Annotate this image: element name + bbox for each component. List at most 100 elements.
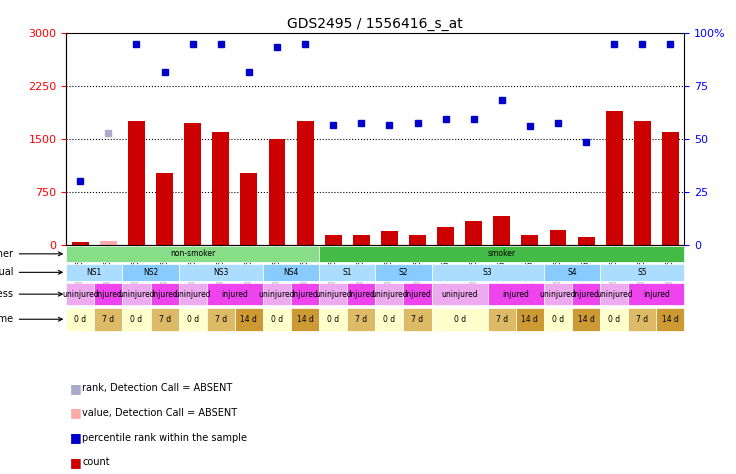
Text: 0 d: 0 d bbox=[383, 315, 395, 324]
Text: S3: S3 bbox=[483, 268, 492, 277]
Text: value, Detection Call = ABSENT: value, Detection Call = ABSENT bbox=[82, 408, 238, 418]
Text: ■: ■ bbox=[70, 406, 82, 419]
Bar bbox=[662, 132, 679, 245]
Text: 0 d: 0 d bbox=[327, 315, 339, 324]
Bar bbox=[347, 308, 375, 330]
Bar bbox=[263, 283, 291, 305]
Text: 0 d: 0 d bbox=[74, 315, 86, 324]
Bar bbox=[431, 264, 544, 281]
Text: injured: injured bbox=[222, 290, 248, 299]
Text: ■: ■ bbox=[70, 382, 82, 395]
Text: ■: ■ bbox=[70, 431, 82, 444]
Bar bbox=[66, 264, 122, 281]
Text: injured: injured bbox=[348, 290, 375, 299]
Bar bbox=[319, 264, 375, 281]
Text: uninjured: uninjured bbox=[118, 290, 155, 299]
Bar bbox=[241, 173, 258, 245]
Bar bbox=[72, 243, 89, 245]
Text: injured: injured bbox=[404, 290, 431, 299]
Text: 0 d: 0 d bbox=[608, 315, 620, 324]
Text: rank, Detection Call = ABSENT: rank, Detection Call = ABSENT bbox=[82, 383, 233, 393]
Bar bbox=[122, 264, 179, 281]
Text: 0 d: 0 d bbox=[552, 315, 564, 324]
Text: uninjured: uninjured bbox=[371, 290, 408, 299]
Bar bbox=[213, 132, 229, 245]
Bar bbox=[100, 241, 117, 245]
Bar bbox=[291, 283, 319, 305]
Bar bbox=[600, 283, 629, 305]
Bar bbox=[403, 308, 431, 330]
Text: ■: ■ bbox=[70, 456, 82, 469]
Text: uninjured: uninjured bbox=[174, 290, 211, 299]
Text: 14 d: 14 d bbox=[578, 315, 595, 324]
Bar bbox=[544, 283, 572, 305]
Bar bbox=[179, 264, 263, 281]
Bar bbox=[66, 308, 94, 330]
Text: individual: individual bbox=[0, 267, 63, 277]
Text: non-smoker: non-smoker bbox=[170, 249, 216, 258]
Bar bbox=[353, 236, 369, 245]
Bar bbox=[578, 237, 595, 245]
Bar bbox=[66, 283, 94, 305]
Bar bbox=[409, 236, 426, 245]
Text: 7 d: 7 d bbox=[355, 315, 367, 324]
Bar bbox=[657, 308, 684, 330]
Bar bbox=[235, 308, 263, 330]
Text: stress: stress bbox=[0, 289, 63, 299]
Text: 7 d: 7 d bbox=[215, 315, 227, 324]
Bar bbox=[207, 308, 235, 330]
Bar bbox=[572, 308, 600, 330]
Bar bbox=[431, 308, 488, 330]
Text: 0 d: 0 d bbox=[453, 315, 466, 324]
Bar bbox=[263, 264, 319, 281]
Bar bbox=[375, 283, 403, 305]
Text: injured: injured bbox=[573, 290, 600, 299]
Bar bbox=[488, 283, 544, 305]
Bar bbox=[319, 246, 684, 262]
Text: injured: injured bbox=[291, 290, 319, 299]
Text: 0 d: 0 d bbox=[271, 315, 283, 324]
Text: uninjured: uninjured bbox=[442, 290, 478, 299]
Bar bbox=[606, 111, 623, 245]
Text: NS3: NS3 bbox=[213, 268, 228, 277]
Text: uninjured: uninjured bbox=[62, 290, 99, 299]
Text: smoker: smoker bbox=[488, 249, 516, 258]
Text: S2: S2 bbox=[399, 268, 408, 277]
Bar bbox=[122, 308, 151, 330]
Text: 7 d: 7 d bbox=[158, 315, 171, 324]
Text: uninjured: uninjured bbox=[258, 290, 295, 299]
Bar bbox=[600, 308, 629, 330]
Text: uninjured: uninjured bbox=[315, 290, 352, 299]
Text: 7 d: 7 d bbox=[496, 315, 508, 324]
Bar bbox=[297, 121, 314, 245]
Bar bbox=[156, 173, 173, 245]
Bar bbox=[207, 283, 263, 305]
Bar bbox=[319, 308, 347, 330]
Bar bbox=[319, 283, 347, 305]
Bar bbox=[151, 308, 179, 330]
Text: 7 d: 7 d bbox=[411, 315, 424, 324]
Text: 7 d: 7 d bbox=[102, 315, 115, 324]
Bar bbox=[269, 139, 286, 245]
Title: GDS2495 / 1556416_s_at: GDS2495 / 1556416_s_at bbox=[288, 17, 463, 31]
Text: injured: injured bbox=[503, 290, 529, 299]
Bar bbox=[184, 123, 201, 245]
Bar bbox=[550, 230, 567, 245]
Bar bbox=[522, 236, 538, 245]
Text: 14 d: 14 d bbox=[662, 315, 679, 324]
Text: 0 d: 0 d bbox=[187, 315, 199, 324]
Bar bbox=[431, 283, 488, 305]
Bar bbox=[291, 308, 319, 330]
Text: S5: S5 bbox=[637, 268, 647, 277]
Bar bbox=[94, 283, 122, 305]
Bar bbox=[66, 246, 319, 262]
Text: 0 d: 0 d bbox=[130, 315, 143, 324]
Text: NS4: NS4 bbox=[283, 268, 299, 277]
Bar bbox=[325, 236, 342, 245]
Bar bbox=[94, 308, 122, 330]
Text: S1: S1 bbox=[342, 268, 352, 277]
Bar bbox=[179, 308, 207, 330]
Text: time: time bbox=[0, 314, 63, 324]
Bar bbox=[403, 283, 431, 305]
Text: count: count bbox=[82, 457, 110, 467]
